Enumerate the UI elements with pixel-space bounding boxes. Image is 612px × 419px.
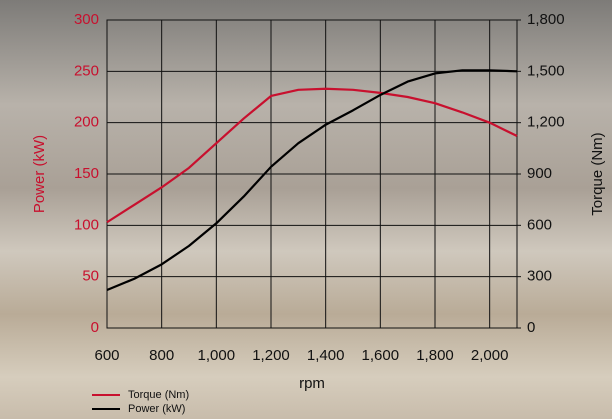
legend-label: Power (kW) — [128, 403, 185, 415]
x-tick-label: 1,200 — [252, 347, 290, 364]
x-tick-label: 2,000 — [471, 347, 509, 364]
series-line — [106, 69, 518, 292]
y-tick-label: 100 — [74, 216, 99, 233]
y2-tick-label: 1,800 — [527, 11, 565, 28]
y-tick-label: 200 — [74, 114, 99, 131]
x-tick-label: 1,800 — [416, 347, 454, 364]
y-tick-label: 150 — [74, 165, 99, 182]
y2-tick-label: 1,500 — [527, 62, 565, 79]
y2-tick-label: 300 — [527, 268, 552, 285]
y2-axis-label: Torque (Nm) — [589, 132, 606, 215]
y2-tick-label: 900 — [527, 165, 552, 182]
y-tick-label: 250 — [74, 62, 99, 79]
series-line — [106, 87, 518, 224]
x-tick-label: 1,400 — [307, 347, 345, 364]
y-tick-label: 300 — [74, 11, 99, 28]
plot-frame — [106, 19, 518, 329]
x-tick-label: 1,000 — [198, 347, 236, 364]
legend-label: Torque (Nm) — [128, 389, 189, 401]
y2-tick-label: 600 — [527, 216, 552, 233]
x-tick-label: 600 — [94, 347, 119, 364]
y-axis-label: Power (kW) — [31, 135, 48, 213]
x-axis-label: rpm — [299, 375, 325, 392]
y2-tick-label: 0 — [527, 319, 535, 336]
y-tick-label: 50 — [82, 268, 99, 285]
x-tick-label: 800 — [149, 347, 174, 364]
y-tick-label: 0 — [91, 319, 99, 336]
x-tick-label: 1,600 — [362, 347, 400, 364]
y2-tick-label: 1,200 — [527, 114, 565, 131]
